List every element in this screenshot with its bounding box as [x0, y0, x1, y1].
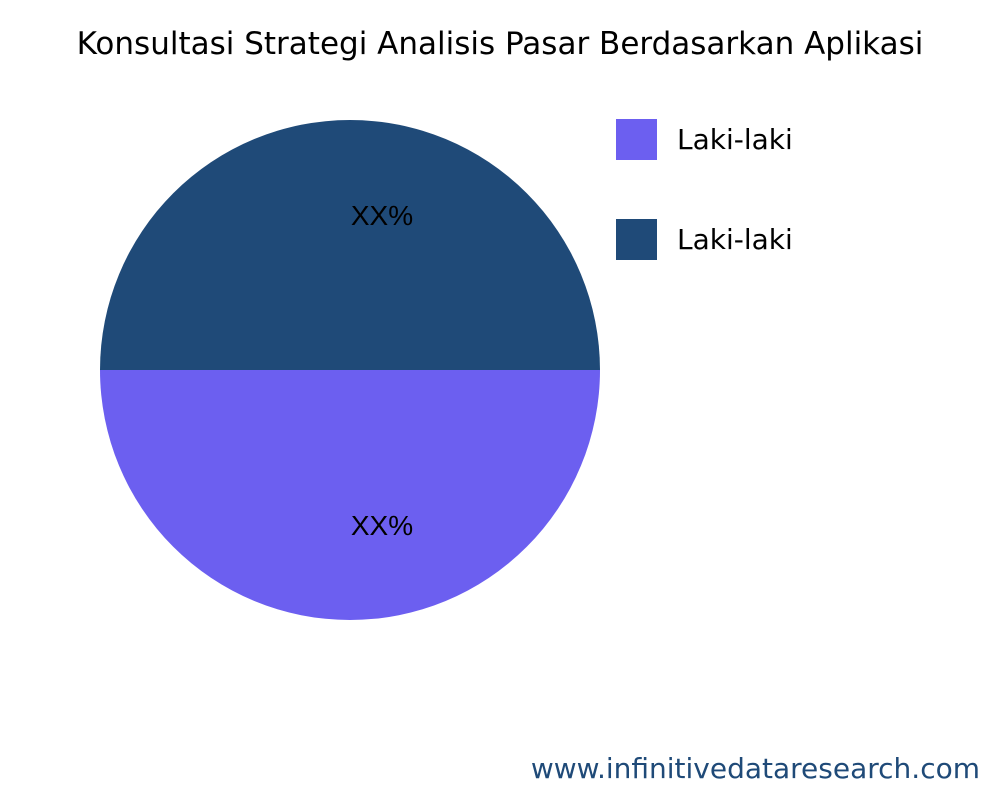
chart-title: Konsultasi Strategi Analisis Pasar Berda…: [76, 26, 924, 62]
slice-data-label: XX%: [351, 510, 413, 541]
watermark-url: www.infinitivedataresearch.com: [530, 752, 980, 785]
legend-item[interactable]: Laki-laki: [616, 119, 793, 160]
legend-swatch: [616, 219, 657, 260]
pie-slice[interactable]: [100, 120, 600, 370]
pie-slice[interactable]: [100, 370, 600, 620]
slice-data-label: XX%: [351, 200, 413, 231]
legend-label: Laki-laki: [677, 123, 793, 156]
legend-item[interactable]: Laki-laki: [616, 219, 793, 260]
legend-swatch: [616, 119, 657, 160]
legend-label: Laki-laki: [677, 223, 793, 256]
